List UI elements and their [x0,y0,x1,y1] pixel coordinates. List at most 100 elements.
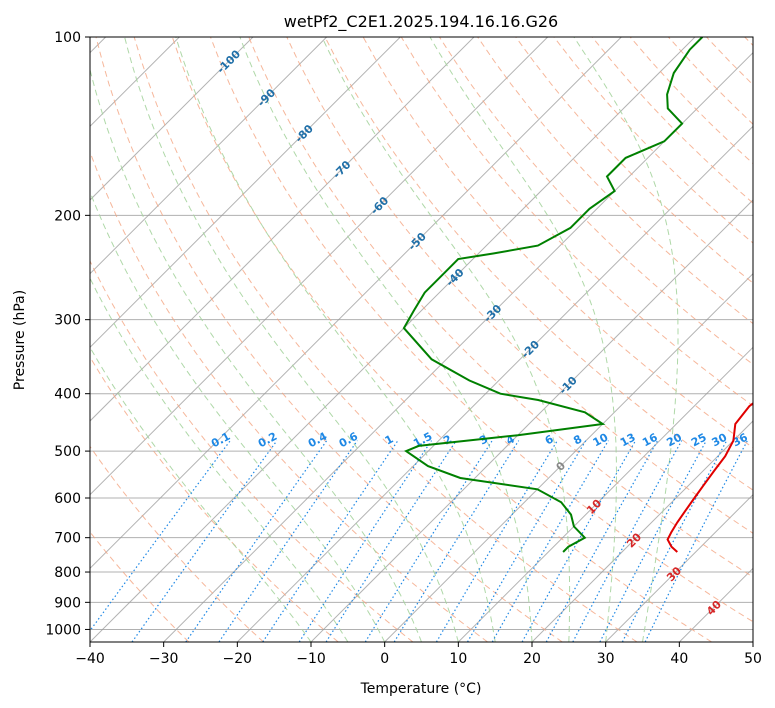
y-tick-label: 600 [54,491,81,507]
y-tick-label: 400 [54,387,81,403]
x-tick-label: 30 [597,651,615,667]
background-lines [90,37,753,642]
isotherm-line [90,37,549,496]
isotherm-line [90,37,622,570]
isotherm-line [678,567,753,642]
dry-adiabat-line [133,37,638,642]
mixing-ratio-line [599,440,707,642]
x-tick-label: 0 [380,651,389,667]
dry-adiabat-line [286,37,753,534]
dry-adiabat-line [95,37,563,642]
mixing-ratio-label: 16 [640,431,660,450]
mixing-ratio-line [218,440,358,642]
mixing-ratio-label: 0.1 [209,430,232,451]
isotherm-line [605,493,753,642]
mixing-ratio-line [364,440,493,642]
mixing-ratio-line [572,440,683,642]
x-tick-label: 50 [744,651,762,667]
y-tick-label: 300 [54,313,81,329]
mixing-ratio-line [131,440,278,642]
y-tick-label: 200 [54,208,81,224]
moist-adiabat-line [239,37,533,642]
mixing-ratio-label: 0.4 [306,430,330,451]
mixing-ratio-label: 8 [571,432,584,447]
isotherm-line [384,272,753,642]
dry-adiabat-line [90,259,414,642]
dry-adiabat-line [706,37,753,86]
y-axis-title: Pressure (hPa) [12,290,28,390]
y-axis-ticks: 100 200 300 400 500 600 700 800 900 1000 [45,30,90,638]
isotherm-line [752,641,753,642]
moist-adiabat-line [90,190,386,642]
mixing-ratio-line [325,440,457,642]
mixing-ratio-line [491,440,609,642]
dry-adiabat-line [90,150,488,642]
x-tick-label: −20 [223,651,253,667]
moist-adiabat-line [429,37,617,642]
mixing-ratio-line [393,440,520,642]
y-tick-label: 100 [54,30,81,46]
moist-adiabat-line [90,67,422,642]
chart-title: wetPf2_C2E1.2025.194.16.16.G26 [284,12,558,32]
dry-adiabat-line [324,37,753,491]
y-tick-label: 500 [54,444,81,460]
x-axis-ticks: −40 −30 −20 −10 0 10 20 30 40 50 [75,642,762,667]
dry-adiabat-line [210,37,753,623]
moist-adiabat-line [90,346,312,642]
dry-adiabat-line [553,37,753,244]
mixing-ratio-line [185,440,328,642]
isotherm-line [90,37,254,201]
mixing-ratio-label: 2 [441,432,454,447]
moist-adiabat-line [573,37,679,642]
isotherm-label: -90 [255,86,278,109]
mixing-ratio-line [521,440,637,642]
moist-adiabat-line [90,277,349,642]
temperature-line [666,402,753,553]
mixing-ratio-line [90,440,231,632]
dry-adiabat-line [90,445,264,642]
y-tick-label: 900 [54,595,81,611]
profiles [402,37,753,553]
isotherm-line [90,37,328,275]
dry-adiabat-line [90,531,190,642]
dry-adiabat-line [171,37,712,642]
isotherm-line [236,125,753,642]
dry-adiabat-line [515,37,753,284]
isotherm-line [310,199,753,642]
moist-adiabat-line [321,37,571,642]
x-tick-label: 10 [449,651,467,667]
mixing-ratio-line [545,440,659,642]
y-tick-label: 1000 [45,622,81,638]
mixing-ratio-line [644,440,748,642]
isotherm-line [457,346,753,642]
mixing-ratio-label: 25 [689,431,709,450]
x-tick-label: −40 [75,651,105,667]
x-tick-label: 40 [670,651,688,667]
plot-frame [89,36,754,643]
x-tick-label: 20 [523,651,541,667]
dry-adiabat-line [90,356,339,642]
mixing-ratio-label: 0.2 [256,430,279,451]
y-tick-label: 700 [54,531,81,547]
mixing-ratio-label: 13 [618,431,638,450]
isotherm-line [90,37,696,642]
mixing-ratio-line [298,440,432,642]
mixing-ratio-label: 36 [730,431,750,450]
dry-adiabat-line [744,37,753,47]
isotherm-label: -100 [215,47,244,76]
dry-adiabat-line [591,37,753,204]
mixing-ratio-label: 20 [664,431,684,450]
dewpoint-line [402,37,704,553]
x-tick-label: −10 [296,651,326,667]
moist-adiabat-line [175,37,496,642]
isotherm-label: 10 [584,497,604,517]
mixing-ratio-line [466,440,587,642]
mixing-ratio-label: 1 [383,432,396,447]
line-labels: 0.1 0.2 0.4 0.6 1 1.5 2 3 4 6 8 10 13 16 20 25 30 36-100-… [209,47,750,618]
dry-adiabat-line [248,37,753,578]
isotherm-line [90,37,401,349]
x-tick-label: −30 [149,651,179,667]
mixing-ratio-label: 30 [710,431,730,450]
dry-adiabat-line [668,37,753,125]
